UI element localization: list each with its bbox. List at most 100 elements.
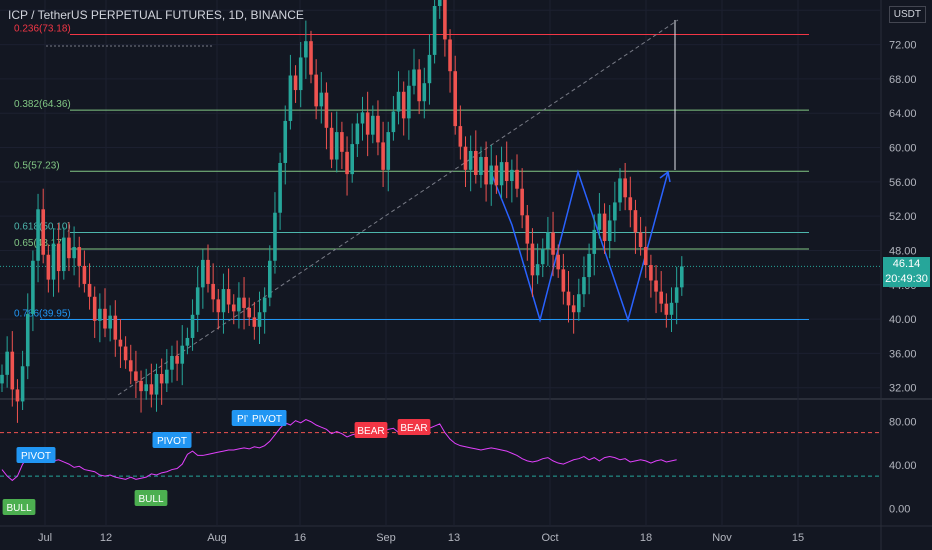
candle-body xyxy=(381,142,385,170)
candle-body xyxy=(437,0,442,7)
candle-body xyxy=(51,243,56,280)
candle-body xyxy=(345,151,349,175)
y-tick-label: 40.00 xyxy=(889,314,917,326)
candle-body xyxy=(329,127,334,160)
x-tick-label: Aug xyxy=(207,532,227,544)
candle-body xyxy=(67,237,71,259)
y-tick-label: 68.00 xyxy=(889,74,917,86)
candle-body xyxy=(25,313,30,367)
candle-body xyxy=(10,351,15,390)
candle-body xyxy=(592,229,597,254)
candle-body xyxy=(654,280,658,292)
candle-body xyxy=(540,248,545,265)
candle-body xyxy=(407,85,411,119)
x-tick-label: 13 xyxy=(448,532,460,544)
y-tick-label: 64.00 xyxy=(889,108,917,120)
candle-body xyxy=(499,162,504,186)
candle-body xyxy=(633,210,638,233)
candle-body xyxy=(113,315,118,340)
x-tick-label: Sep xyxy=(376,532,396,544)
candle-body xyxy=(494,165,499,186)
candle-body xyxy=(412,69,416,86)
candle-body xyxy=(226,289,231,305)
candle-body xyxy=(72,247,76,259)
candle-body xyxy=(546,232,550,249)
signal-badge-label: PIVOT xyxy=(21,451,51,462)
candle-body xyxy=(680,266,684,288)
signal-badge-label: BEAR xyxy=(357,426,384,437)
candle-body xyxy=(597,213,602,230)
osc-y-tick-label: 80.00 xyxy=(889,417,917,429)
candle-body xyxy=(247,307,251,318)
y-tick-label: 52.00 xyxy=(889,211,917,223)
candle-body xyxy=(664,303,669,315)
candle-body xyxy=(319,92,324,107)
candle-body xyxy=(190,314,195,338)
candle-body xyxy=(5,351,9,375)
candle-body xyxy=(453,71,457,127)
y-tick-label: 60.00 xyxy=(889,143,917,155)
candle-body xyxy=(118,339,123,347)
candle-body xyxy=(577,294,581,313)
candle-body xyxy=(623,178,627,198)
candle-body xyxy=(422,83,427,102)
candle-body xyxy=(298,57,303,91)
candle-body xyxy=(195,287,200,315)
candle-body xyxy=(221,289,226,313)
y-tick-label: 48.00 xyxy=(889,245,917,257)
y-tick-label: 32.00 xyxy=(889,383,917,395)
osc-y-tick-label: 0.00 xyxy=(889,504,910,516)
arrow-head xyxy=(659,170,671,183)
candle-body xyxy=(41,209,45,255)
candle-body xyxy=(448,39,452,72)
candle-body xyxy=(216,299,221,313)
candle-body xyxy=(649,265,653,281)
candle-body xyxy=(582,277,586,295)
signal-badge-label: PIV xyxy=(237,414,253,425)
candle-body xyxy=(432,6,437,55)
x-tick-label: Nov xyxy=(712,532,732,544)
candle-body xyxy=(525,215,530,244)
signal-badge-label: BULL xyxy=(6,503,31,514)
candle-body xyxy=(530,243,535,276)
candle-body xyxy=(396,91,401,112)
candle-body xyxy=(77,247,82,266)
candle-body xyxy=(556,254,560,270)
bar-countdown-label: 20:49:30 xyxy=(883,272,930,287)
candle-body xyxy=(257,312,262,327)
candle-body xyxy=(314,74,318,107)
candle-body xyxy=(252,317,257,327)
candle-body xyxy=(340,132,344,152)
candle-body xyxy=(587,253,591,278)
candle-body xyxy=(628,197,633,211)
candle-body xyxy=(365,112,370,135)
candle-body xyxy=(108,315,112,329)
candle-body xyxy=(504,162,509,181)
candle-body xyxy=(443,0,447,40)
y-tick-label: 72.00 xyxy=(889,40,917,52)
candle-body xyxy=(20,366,25,402)
x-tick-label: Oct xyxy=(541,532,558,544)
candle-body xyxy=(288,75,293,121)
candle-body xyxy=(607,220,612,242)
fib-level-label: 0.236(73.18) xyxy=(14,23,71,34)
candle-body xyxy=(479,156,483,175)
x-tick-label: 18 xyxy=(640,532,652,544)
candle-body xyxy=(324,92,329,128)
osc-line xyxy=(1,419,677,482)
candle-body xyxy=(165,369,169,384)
candle-body xyxy=(98,308,102,321)
candle-body xyxy=(520,188,524,216)
candle-body xyxy=(669,302,674,315)
candle-body xyxy=(242,297,246,308)
candle-body xyxy=(123,346,128,361)
candle-body xyxy=(139,380,143,392)
candle-body xyxy=(566,291,571,306)
fib-level-label: 0.382(64.36) xyxy=(14,99,71,110)
candle-body xyxy=(427,54,432,84)
currency-selector[interactable]: USDT xyxy=(888,6,926,23)
candle-body xyxy=(510,169,514,181)
trend-line-dashed xyxy=(117,19,679,396)
candle-body xyxy=(231,304,236,312)
